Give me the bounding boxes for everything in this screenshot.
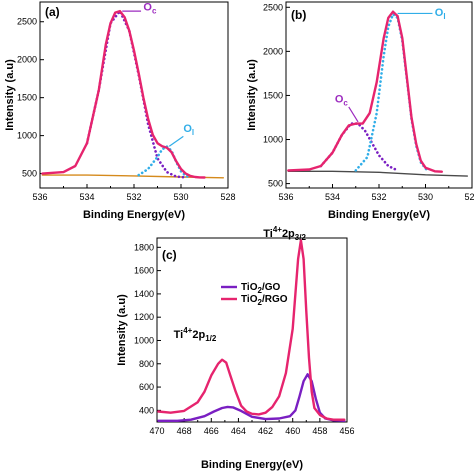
y-tick-label: 1500 — [263, 90, 283, 100]
y-tick-label: 1000 — [17, 131, 37, 141]
plot-frame — [39, 1, 229, 189]
panel-3: 470 468 466 464 462 460 458 456 400 600 800 1000 120… — [116, 225, 355, 471]
y-tick-label: 2500 — [17, 17, 37, 27]
y-axis-label: Intensity (a.u) — [246, 59, 258, 131]
x-tick-label: 532 — [126, 192, 141, 202]
y-tick-label: 800 — [139, 359, 154, 369]
peak-annotation: Ti4+2p1/2 — [174, 326, 217, 343]
x-tick-label: 534 — [325, 192, 340, 202]
x-tick-label: 462 — [258, 426, 273, 436]
peak-annotation: Ol — [183, 123, 194, 137]
legend-label: TiO2/GO — [241, 282, 280, 295]
x-tick-label: 536 — [278, 192, 293, 202]
x-tick-label: 468 — [177, 426, 192, 436]
y-tick-label: 2000 — [263, 46, 283, 56]
x-tick-label: 530 — [173, 192, 188, 202]
series-tio2-rgo — [157, 239, 346, 421]
panel-2: 536 534 532 530 528 500 1000 1500 2000 2500 Bindin… — [246, 1, 474, 221]
y-tick-label: 1000 — [134, 335, 154, 345]
y-tick-label: 500 — [268, 179, 283, 189]
panel-label: (b) — [291, 8, 306, 22]
peak-annotation: Ol — [435, 7, 446, 21]
y-tick-label: 1800 — [134, 242, 154, 252]
y-tick-label: 1500 — [17, 93, 37, 103]
peak-annotation: Oc — [335, 93, 349, 107]
x-tick-label: 530 — [418, 192, 433, 202]
x-tick-label: 536 — [32, 192, 47, 202]
y-tick-label: 1200 — [134, 312, 154, 322]
x-tick-label: 456 — [339, 426, 354, 436]
y-tick-label: 400 — [139, 405, 154, 415]
panel-label: (a) — [45, 5, 60, 19]
annotation-arrow — [168, 135, 184, 147]
legend-label: TiO2/RGO — [241, 294, 288, 307]
series-oc-component — [319, 122, 399, 172]
series-baseline — [287, 170, 468, 177]
annotation-arrow — [348, 106, 359, 123]
panel-1: 536 534 532 530 528 500 1000 1500 2000 2500 Bindin… — [4, 1, 236, 221]
x-axis-label: Binding Energy(eV) — [201, 459, 303, 471]
peak-annotation: Oc — [143, 1, 157, 15]
series-tio2-go — [157, 373, 346, 422]
series-envelope — [287, 10, 443, 173]
y-tick-label: 2000 — [17, 55, 37, 65]
x-tick-label: 460 — [285, 426, 300, 436]
peak-annotation: Ti4+2p3/2 — [263, 225, 306, 242]
y-tick-label: 1400 — [134, 289, 154, 299]
x-tick-label: 466 — [204, 426, 219, 436]
x-tick-label: 534 — [79, 192, 94, 202]
series-ol-component — [137, 145, 192, 179]
y-tick-label: 500 — [22, 169, 37, 179]
panel-label: (c) — [162, 248, 177, 262]
x-tick-label: 528 — [464, 192, 474, 202]
y-axis-label: Intensity (a.u) — [4, 59, 16, 131]
x-tick-label: 464 — [231, 426, 246, 436]
series-envelope — [41, 9, 206, 179]
y-axis-label: Intensity (a.u) — [116, 294, 128, 366]
y-tick-label: 600 — [139, 382, 154, 392]
x-axis-label: Binding Energy(eV) — [328, 209, 430, 221]
x-tick-label: 528 — [220, 192, 235, 202]
x-tick-label: 532 — [371, 192, 386, 202]
x-axis-label: Binding Energy(eV) — [83, 209, 185, 221]
y-tick-label: 1600 — [134, 266, 154, 276]
y-tick-label: 1000 — [263, 135, 283, 145]
x-tick-label: 470 — [149, 426, 164, 436]
y-tick-label: 2500 — [263, 2, 283, 12]
x-tick-label: 458 — [312, 426, 327, 436]
